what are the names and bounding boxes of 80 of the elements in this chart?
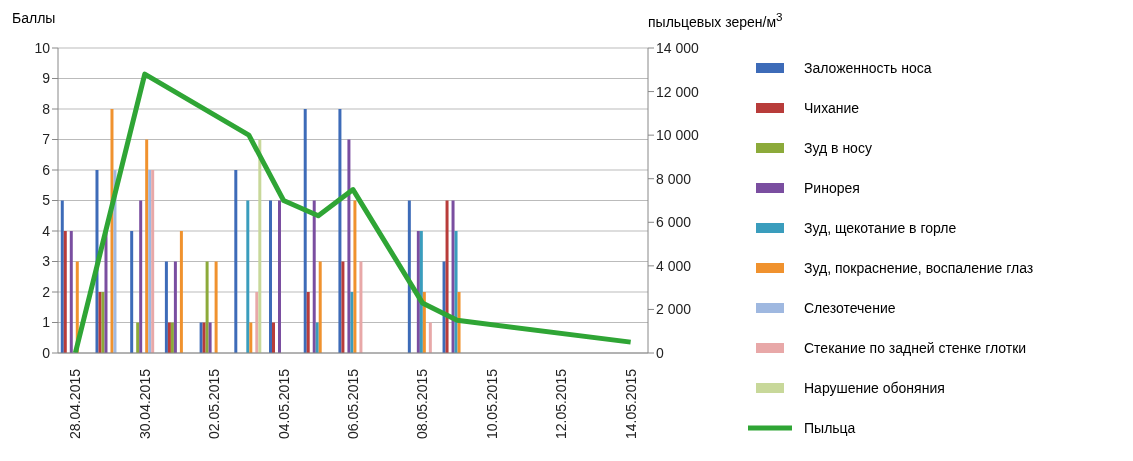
x-tick-label: 10.05.2015 — [483, 368, 500, 440]
y2-tick-label: 0 — [656, 344, 664, 361]
bar — [205, 261, 209, 353]
bar — [234, 170, 238, 353]
legend-label: Ринорея — [804, 180, 860, 196]
bar — [110, 109, 114, 353]
bar — [445, 200, 449, 353]
bar — [454, 231, 458, 353]
y-tick-label: 3 — [42, 253, 51, 270]
x-tick-label: 08.05.2015 — [414, 368, 431, 440]
y-tick-label: 4 — [42, 222, 51, 239]
y-tick-label: 0 — [42, 344, 51, 361]
bar — [269, 200, 273, 353]
bar — [69, 231, 73, 353]
bar — [407, 200, 411, 353]
bar — [173, 261, 177, 353]
bar — [350, 292, 354, 353]
bar — [60, 200, 64, 353]
bar — [457, 292, 461, 353]
y2-tick-label: 6 000 — [656, 214, 692, 231]
bar — [312, 200, 316, 353]
bar — [164, 261, 168, 353]
y2-tick-label: 12 000 — [656, 83, 700, 100]
bar — [258, 139, 262, 353]
legend-label: Пыльца — [804, 420, 856, 436]
legend-label: Стекание по задней стенке глотки — [804, 340, 1027, 356]
y-tick-label: 2 — [42, 283, 51, 300]
bar — [338, 109, 342, 353]
y-tick-label: 6 — [42, 161, 51, 178]
legend-label: Заложенность носа — [804, 60, 932, 76]
y-tick-label: 5 — [42, 192, 51, 209]
bar — [136, 322, 140, 353]
y2-tick-label: 14 000 — [656, 39, 700, 56]
bar — [255, 292, 259, 353]
x-tick-label: 04.05.2015 — [275, 368, 292, 440]
y-tick-label: 8 — [42, 100, 51, 117]
legend-label: Зуд в носу — [804, 140, 872, 156]
bar — [278, 200, 282, 353]
bar — [214, 261, 218, 353]
bar — [353, 200, 357, 353]
legend-label: Чихание — [804, 100, 860, 116]
bar — [272, 322, 276, 353]
bar — [139, 200, 143, 353]
x-tick-label: 12.05.2015 — [553, 368, 570, 440]
bar — [303, 109, 307, 353]
bar — [359, 261, 363, 353]
bar — [451, 200, 455, 353]
legend-label: Слезотечение — [804, 300, 896, 316]
bar — [249, 322, 253, 353]
y2-tick-label: 10 000 — [656, 127, 700, 144]
bar — [63, 231, 67, 353]
legend-label: Нарушение обоняния — [804, 380, 945, 396]
bar — [318, 261, 322, 353]
y2-tick-label: 2 000 — [656, 301, 692, 318]
bar — [428, 322, 432, 353]
y2-tick-label: 4 000 — [656, 257, 692, 274]
y-tick-label: 1 — [42, 314, 51, 331]
bar — [179, 231, 183, 353]
y-tick-label: 7 — [42, 131, 51, 148]
bar — [315, 322, 319, 353]
x-tick-label: 30.04.2015 — [136, 368, 153, 440]
bar — [130, 231, 134, 353]
bar — [246, 200, 250, 353]
x-tick-label: 06.05.2015 — [345, 368, 361, 440]
legend-label: Зуд, покраснение, воспаление глаз — [804, 260, 1034, 276]
y-tick-label: 9 — [42, 70, 51, 87]
bar — [145, 139, 149, 353]
bar — [208, 322, 212, 353]
bar — [442, 261, 446, 353]
y-axis-title: Баллы — [12, 10, 56, 26]
x-tick-label: 14.05.2015 — [622, 368, 639, 440]
bar — [341, 261, 345, 353]
x-tick-label: 02.05.2015 — [206, 368, 223, 440]
bar — [347, 139, 351, 353]
y-tick-label: 10 — [34, 39, 51, 56]
y2-axis-title: пыльцевых зерен/м$^{3}$ — [648, 10, 783, 30]
x-tick-label: 28.04.2015 — [67, 368, 84, 440]
bar — [306, 292, 310, 353]
y2-tick-label: 8 000 — [656, 170, 692, 187]
legend-label: Зуд, щекотание в горле — [804, 220, 957, 236]
